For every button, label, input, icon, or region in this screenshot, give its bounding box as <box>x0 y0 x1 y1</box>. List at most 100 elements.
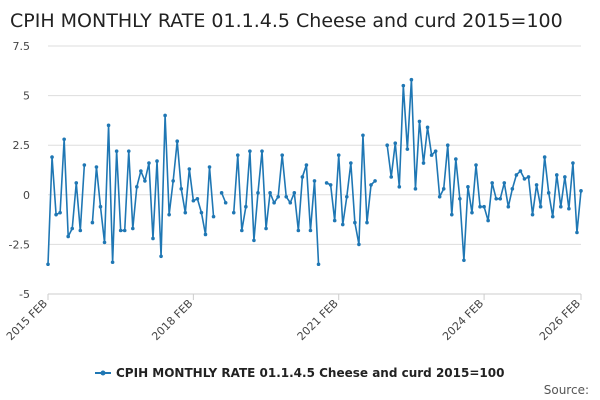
data-point[interactable] <box>191 198 196 203</box>
data-point[interactable] <box>401 83 406 88</box>
data-point[interactable] <box>244 204 248 209</box>
data-point[interactable] <box>175 139 180 144</box>
data-point[interactable] <box>462 258 466 263</box>
data-point[interactable] <box>518 169 523 173</box>
data-point[interactable] <box>349 161 353 165</box>
data-point[interactable] <box>179 187 184 191</box>
data-point[interactable] <box>514 173 519 177</box>
data-point[interactable] <box>559 204 563 209</box>
data-point[interactable] <box>316 262 321 267</box>
data-point[interactable] <box>474 163 478 167</box>
data-point[interactable] <box>264 226 268 231</box>
data-point[interactable] <box>571 161 575 165</box>
data-point[interactable] <box>365 220 369 225</box>
data-point[interactable] <box>567 206 571 211</box>
data-point[interactable] <box>58 210 62 215</box>
data-point[interactable] <box>82 163 87 167</box>
data-point[interactable] <box>260 149 264 153</box>
data-point[interactable] <box>235 153 240 157</box>
data-point[interactable] <box>413 187 418 191</box>
data-point[interactable] <box>421 161 426 165</box>
data-point[interactable] <box>70 226 75 231</box>
data-point[interactable] <box>151 236 155 241</box>
data-point[interactable] <box>106 123 111 128</box>
data-point[interactable] <box>332 218 337 223</box>
data-point[interactable] <box>122 228 127 233</box>
data-point[interactable] <box>135 185 139 189</box>
data-point[interactable] <box>240 228 244 233</box>
data-point[interactable] <box>231 210 236 215</box>
data-point[interactable] <box>312 179 317 183</box>
data-point[interactable] <box>328 183 333 187</box>
data-point[interactable] <box>486 218 490 223</box>
data-point[interactable] <box>195 196 200 201</box>
data-point[interactable] <box>409 77 414 82</box>
data-point[interactable] <box>353 220 357 225</box>
data-point[interactable] <box>183 210 188 215</box>
data-point[interactable] <box>296 228 301 233</box>
data-point[interactable] <box>304 163 309 167</box>
data-point[interactable] <box>223 200 228 205</box>
data-point[interactable] <box>563 175 567 179</box>
data-point[interactable] <box>494 196 499 201</box>
data-point[interactable] <box>554 173 559 177</box>
data-point[interactable] <box>280 153 285 157</box>
data-point[interactable] <box>272 200 276 205</box>
data-point[interactable] <box>159 254 163 259</box>
data-point[interactable] <box>522 177 527 181</box>
data-point[interactable] <box>534 183 539 187</box>
data-point[interactable] <box>50 155 54 159</box>
data-point[interactable] <box>466 185 470 189</box>
data-point[interactable] <box>90 220 95 225</box>
data-point[interactable] <box>78 228 83 233</box>
data-point[interactable] <box>357 242 361 247</box>
data-point[interactable] <box>437 194 442 199</box>
data-point[interactable] <box>369 183 373 187</box>
data-point[interactable] <box>98 204 103 209</box>
data-point[interactable] <box>211 214 216 219</box>
data-point[interactable] <box>74 181 79 185</box>
data-point[interactable] <box>575 230 579 235</box>
data-point[interactable] <box>114 149 119 153</box>
data-point[interactable] <box>425 125 430 130</box>
data-point[interactable] <box>288 200 293 205</box>
data-point[interactable] <box>336 153 341 157</box>
data-point[interactable] <box>445 143 450 147</box>
data-point[interactable] <box>405 147 410 151</box>
data-point[interactable] <box>449 212 454 217</box>
data-point[interactable] <box>118 228 123 233</box>
data-point[interactable] <box>171 179 175 183</box>
data-point[interactable] <box>542 155 547 159</box>
data-point[interactable] <box>433 149 438 153</box>
data-point[interactable] <box>284 194 289 199</box>
data-point[interactable] <box>187 167 192 171</box>
data-point[interactable] <box>66 234 70 239</box>
data-point[interactable] <box>530 212 535 217</box>
data-point[interactable] <box>199 210 204 215</box>
legend[interactable]: CPIH MONTHLY RATE 01.1.4.5 Cheese and cu… <box>95 366 504 380</box>
data-point[interactable] <box>110 260 115 265</box>
data-point[interactable] <box>478 204 482 209</box>
data-point[interactable] <box>441 187 446 191</box>
data-point[interactable] <box>102 240 107 245</box>
data-point[interactable] <box>147 161 151 165</box>
data-point[interactable] <box>482 204 486 209</box>
data-point[interactable] <box>361 133 365 138</box>
data-point[interactable] <box>324 181 329 185</box>
data-point[interactable] <box>550 214 555 219</box>
data-point[interactable] <box>268 191 272 195</box>
data-point[interactable] <box>340 222 345 227</box>
data-point[interactable] <box>429 153 434 157</box>
data-point[interactable] <box>155 159 159 163</box>
data-point[interactable] <box>385 143 389 147</box>
data-point[interactable] <box>373 179 377 183</box>
data-point[interactable] <box>248 149 252 153</box>
data-point[interactable] <box>458 196 462 201</box>
data-point[interactable] <box>143 179 147 183</box>
data-point[interactable] <box>393 141 398 146</box>
data-point[interactable] <box>276 194 280 199</box>
data-point[interactable] <box>579 189 583 193</box>
data-point[interactable] <box>94 165 99 169</box>
data-point[interactable] <box>546 191 551 195</box>
data-point[interactable] <box>538 204 543 209</box>
